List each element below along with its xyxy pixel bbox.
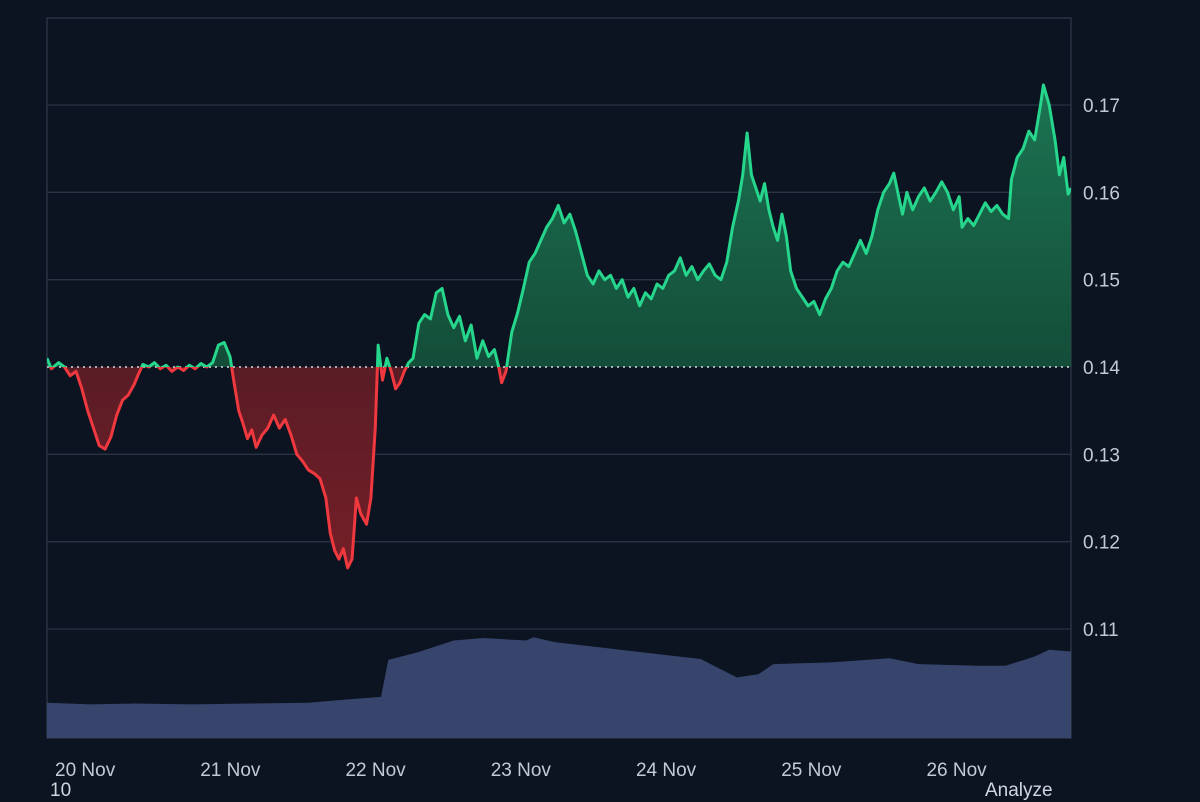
volume-area [47,637,1071,738]
x-tick-label: 21 Nov [200,760,261,781]
x-tick-label: 26 Nov [926,760,987,781]
x-tick-label: 22 Nov [345,760,406,781]
x-tick-label: 20 Nov [55,760,116,781]
x-tick-label: 23 Nov [491,760,552,781]
area-below-baseline [47,367,1071,568]
plot-frame [46,17,1072,739]
y-tick-label: 0.13 [1083,445,1120,466]
x-tick-label: 25 Nov [781,760,842,781]
y-tick-label: 0.12 [1083,533,1120,554]
x-tick-label: 24 Nov [636,760,697,781]
area-above-baseline [47,84,1071,367]
y-tick-label: 0.14 [1083,358,1120,379]
y-tick-label: 0.16 [1083,183,1120,204]
x-axis-ticks: 20 Nov 21 Nov 22 Nov 23 Nov 24 Nov 25 Nov 26 N… [55,760,987,781]
price-line-up [47,83,1071,367]
gridlines [47,104,1071,630]
volume-bars [47,637,1071,738]
price-lines [47,83,1071,570]
y-tick-label: 0.17 [1083,96,1120,117]
y-tick-label: 0.15 [1083,271,1120,292]
footer-left-label: 10 [50,780,72,801]
y-tick-label: 0.11 [1083,620,1119,641]
price-areas [47,84,1071,568]
y-axis-ticks: 0.11 0.12 0.13 0.14 0.15 0.16 0.17 [1083,96,1120,641]
footer-analyze-link[interactable]: Analyze [985,780,1053,801]
